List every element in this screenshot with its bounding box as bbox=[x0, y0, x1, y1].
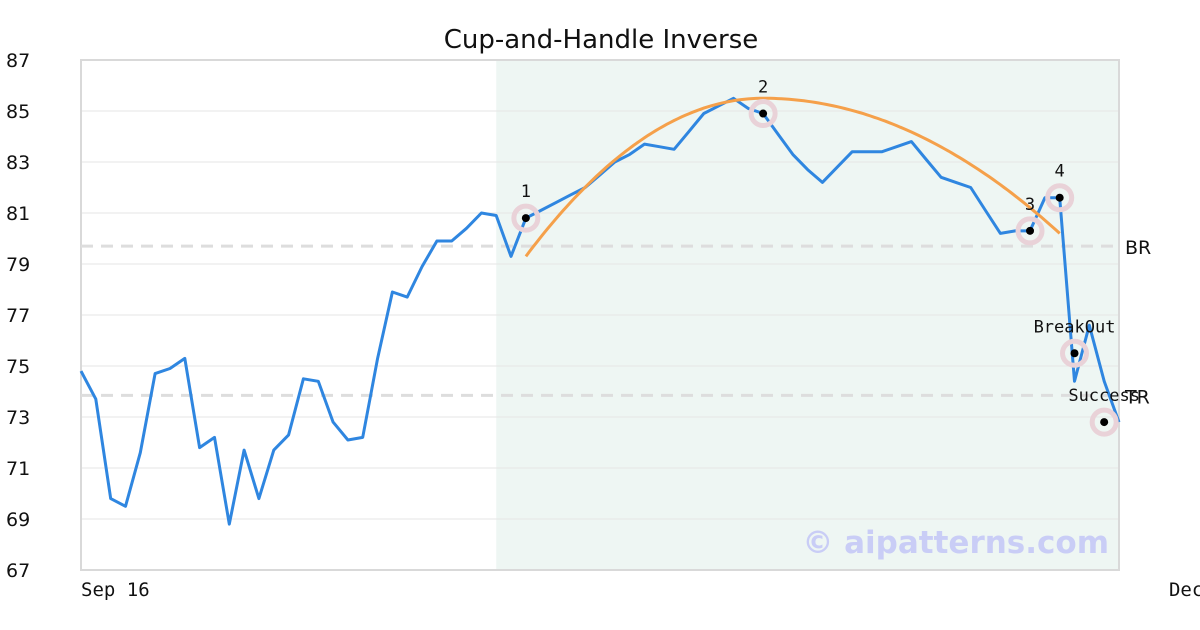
point-dot bbox=[521, 214, 530, 223]
plot-frame bbox=[80, 59, 1120, 571]
y-tick-label: 83 bbox=[6, 152, 30, 174]
point-halo bbox=[1015, 216, 1045, 246]
level-lines: BR TR bbox=[81, 237, 1151, 408]
point-label: 2 bbox=[758, 78, 768, 98]
point-label: 1 bbox=[521, 182, 531, 202]
y-tick-label: 87 bbox=[6, 50, 30, 72]
y-tick-label: 75 bbox=[6, 356, 30, 378]
point-halo bbox=[511, 203, 541, 233]
point-halo bbox=[748, 99, 778, 129]
y-tick-label: 69 bbox=[6, 509, 30, 531]
chart-title: Cup-and-Handle Inverse bbox=[444, 25, 759, 55]
y-tick-label: 77 bbox=[6, 305, 30, 327]
x-tick-label: Sep 16 bbox=[81, 579, 150, 601]
point-halo bbox=[1045, 183, 1075, 213]
y-tick-label: 67 bbox=[6, 560, 30, 582]
pattern-points: 1 2 34 BreakOut Success bbox=[511, 78, 1140, 437]
point-dot bbox=[1026, 226, 1035, 235]
series-layer bbox=[79, 96, 1121, 526]
point-label: BreakOut bbox=[1034, 317, 1116, 337]
x-tick-label: Dec 10 bbox=[1169, 579, 1200, 601]
cup-curve bbox=[524, 96, 1061, 258]
point-dot bbox=[759, 109, 768, 118]
point-label: Success bbox=[1068, 386, 1140, 406]
point-dot bbox=[1055, 193, 1064, 202]
point-dot bbox=[1100, 418, 1109, 427]
level-label: BR bbox=[1125, 237, 1151, 259]
y-tick-label: 73 bbox=[6, 407, 30, 429]
point-halo bbox=[1060, 338, 1090, 368]
y-tick-label: 85 bbox=[6, 101, 30, 123]
level-label: TR bbox=[1124, 386, 1150, 408]
point-label: 3 bbox=[1025, 195, 1035, 215]
point-dot bbox=[1070, 349, 1079, 358]
y-tick-label: 79 bbox=[6, 254, 30, 276]
axes: 67 69 71 73 75 77 79 81 83 85 87 Sep 16 Dec 10 bbox=[6, 50, 1200, 601]
y-tick-label: 81 bbox=[6, 203, 30, 225]
watermark-text: © aipatterns.com bbox=[802, 525, 1109, 561]
point-label: 4 bbox=[1055, 162, 1065, 182]
point-halo bbox=[1089, 407, 1119, 437]
y-tick-label: 71 bbox=[6, 458, 30, 480]
